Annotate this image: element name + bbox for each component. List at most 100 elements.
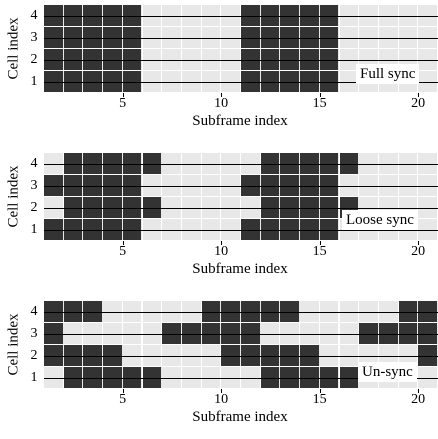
idle-subframe-cell bbox=[162, 345, 182, 366]
idle-subframe-cell bbox=[319, 301, 340, 322]
y-axis-label: Cell index bbox=[5, 164, 22, 228]
row-divider-line bbox=[44, 312, 438, 313]
idle-subframe-cell bbox=[359, 5, 379, 26]
active-subframe-cell bbox=[280, 5, 301, 26]
idle-subframe-cell bbox=[241, 197, 261, 218]
idle-subframe-cell bbox=[221, 175, 241, 196]
active-subframe-cell bbox=[83, 197, 104, 218]
idle-subframe-cell bbox=[221, 219, 241, 240]
active-subframe-cell bbox=[122, 175, 143, 196]
idle-subframe-cell bbox=[122, 301, 143, 322]
x-tick-mark bbox=[418, 389, 420, 393]
idle-subframe-cell bbox=[319, 345, 340, 366]
active-subframe-cell bbox=[398, 323, 419, 344]
idle-subframe-cell bbox=[201, 175, 222, 196]
active-subframe-cell bbox=[63, 49, 84, 70]
idle-subframe-cell bbox=[201, 5, 222, 26]
active-subframe-cell bbox=[122, 71, 143, 92]
active-subframe-cell bbox=[280, 197, 301, 218]
active-subframe-cell bbox=[103, 345, 123, 366]
idle-subframe-cell bbox=[418, 27, 438, 48]
idle-subframe-cell bbox=[162, 49, 182, 70]
idle-subframe-cell bbox=[221, 197, 241, 218]
active-subframe-cell bbox=[300, 175, 320, 196]
active-subframe-cell bbox=[280, 301, 301, 322]
active-subframe-cell bbox=[418, 323, 438, 344]
idle-subframe-cell bbox=[378, 301, 399, 322]
idle-subframe-cell bbox=[398, 27, 419, 48]
active-subframe-cell bbox=[103, 219, 123, 240]
idle-subframe-cell bbox=[280, 323, 301, 344]
idle-subframe-cell bbox=[201, 27, 222, 48]
x-tick-mark bbox=[122, 93, 124, 97]
active-subframe-cell bbox=[63, 153, 84, 174]
x-tick-mark bbox=[122, 389, 124, 393]
cell-index-label: 4 bbox=[30, 156, 38, 171]
idle-subframe-cell bbox=[181, 301, 202, 322]
idle-subframe-cell bbox=[44, 367, 64, 388]
row-divider-line bbox=[44, 38, 438, 39]
active-subframe-cell bbox=[418, 345, 438, 366]
idle-subframe-cell bbox=[339, 175, 360, 196]
idle-subframe-cell bbox=[359, 27, 379, 48]
active-subframe-cell bbox=[83, 153, 104, 174]
active-subframe-cell bbox=[300, 367, 320, 388]
x-axis-label: Subframe index bbox=[192, 409, 288, 425]
idle-subframe-cell bbox=[201, 367, 222, 388]
x-tick-label: 5 bbox=[119, 244, 127, 259]
idle-subframe-cell bbox=[162, 367, 182, 388]
idle-subframe-cell bbox=[142, 175, 163, 196]
active-subframe-cell bbox=[103, 5, 123, 26]
idle-subframe-cell bbox=[418, 49, 438, 70]
idle-subframe-cell bbox=[398, 153, 419, 174]
idle-subframe-cell bbox=[181, 219, 202, 240]
active-subframe-cell bbox=[142, 153, 163, 174]
active-subframe-cell bbox=[319, 175, 340, 196]
x-tick-label: 5 bbox=[119, 392, 127, 407]
idle-subframe-cell bbox=[83, 323, 104, 344]
idle-subframe-cell bbox=[201, 219, 222, 240]
idle-subframe-cell bbox=[201, 153, 222, 174]
idle-subframe-cell bbox=[339, 323, 360, 344]
idle-subframe-cell bbox=[359, 345, 379, 366]
cell-index-label: 3 bbox=[30, 326, 38, 341]
active-subframe-cell bbox=[221, 345, 241, 366]
row-divider-line bbox=[44, 164, 438, 165]
idle-subframe-cell bbox=[162, 301, 182, 322]
active-subframe-cell bbox=[319, 153, 340, 174]
subframe-grid bbox=[44, 5, 438, 93]
active-subframe-cell bbox=[280, 219, 301, 240]
idle-subframe-cell bbox=[300, 323, 320, 344]
active-subframe-cell bbox=[201, 301, 222, 322]
active-subframe-cell bbox=[162, 323, 182, 344]
idle-subframe-cell bbox=[378, 345, 399, 366]
x-tick-mark bbox=[418, 241, 420, 245]
active-subframe-cell bbox=[319, 27, 340, 48]
idle-subframe-cell bbox=[221, 71, 241, 92]
row-divider-line bbox=[44, 60, 438, 61]
x-tick-mark bbox=[221, 93, 223, 97]
x-tick-mark bbox=[122, 241, 124, 245]
cell-index-label: 3 bbox=[30, 30, 38, 45]
idle-subframe-cell bbox=[418, 5, 438, 26]
active-subframe-cell bbox=[103, 27, 123, 48]
idle-subframe-cell bbox=[122, 345, 143, 366]
x-tick-label: 15 bbox=[312, 244, 327, 259]
active-subframe-cell bbox=[122, 219, 143, 240]
active-subframe-cell bbox=[63, 219, 84, 240]
idle-subframe-cell bbox=[241, 367, 261, 388]
active-subframe-cell bbox=[319, 367, 340, 388]
idle-subframe-cell bbox=[319, 323, 340, 344]
idle-subframe-cell bbox=[142, 27, 163, 48]
idle-subframe-cell bbox=[103, 301, 123, 322]
idle-subframe-cell bbox=[398, 175, 419, 196]
active-subframe-cell bbox=[260, 153, 281, 174]
active-subframe-cell bbox=[280, 49, 301, 70]
x-tick-label: 20 bbox=[411, 392, 426, 407]
idle-subframe-cell bbox=[162, 197, 182, 218]
active-subframe-cell bbox=[44, 5, 64, 26]
active-subframe-cell bbox=[63, 27, 84, 48]
idle-subframe-cell bbox=[142, 71, 163, 92]
sync-mode-label: Full sync bbox=[356, 64, 420, 84]
idle-subframe-cell bbox=[418, 71, 438, 92]
